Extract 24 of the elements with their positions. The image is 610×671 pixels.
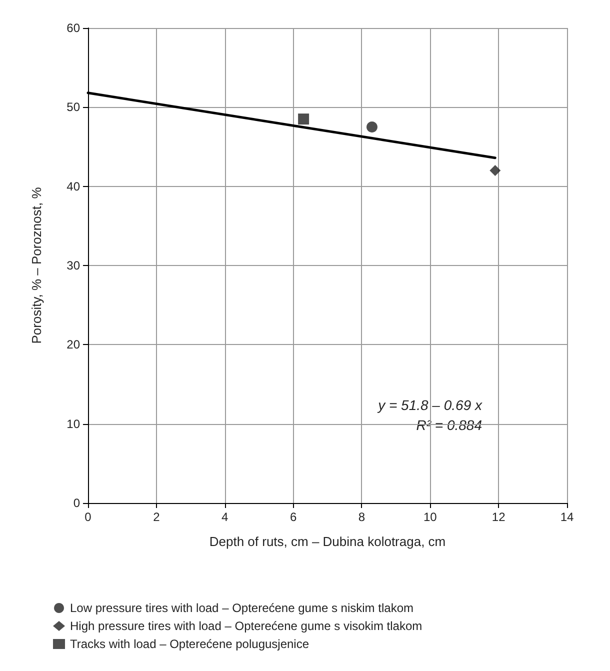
legend-label: Low pressure tires with load – Opterećene gume s niskim tlakom xyxy=(70,601,414,615)
legend-label: High pressure tires with load – Opterećene gume s visokim tlakom xyxy=(70,619,422,633)
x-tick-label: 0 xyxy=(84,510,92,524)
legend-label: Tracks with load – Opterećene polugusjenice xyxy=(70,637,310,651)
x-tick-label: 12 xyxy=(492,510,506,524)
x-axis-title: Depth of ruts, cm – Dubina kolotraga, cm xyxy=(209,534,446,549)
annotation: y = 51.8 – 0.69 x xyxy=(377,397,483,413)
point xyxy=(490,165,501,176)
y-tick-label: 10 xyxy=(66,416,80,431)
x-tick-label: 8 xyxy=(358,510,366,524)
y-tick-label: 30 xyxy=(66,258,80,272)
x-tick-label: 14 xyxy=(560,510,574,524)
y-tick-label: 50 xyxy=(66,100,80,114)
y-tick-label: 0 xyxy=(73,496,80,510)
y-tick-label: 20 xyxy=(66,338,80,352)
y-tick-label: 40 xyxy=(66,179,80,194)
y-axis-title: Porosity, % – Poroznost, % xyxy=(29,186,44,344)
point xyxy=(366,121,378,132)
x-tick-label: 4 xyxy=(222,510,229,524)
y-tick-label: 60 xyxy=(66,21,80,35)
x-tick-label: 2 xyxy=(153,510,160,524)
x-tick-label: 6 xyxy=(290,510,297,524)
point xyxy=(298,114,310,125)
x-tick-label: 10 xyxy=(423,510,438,524)
